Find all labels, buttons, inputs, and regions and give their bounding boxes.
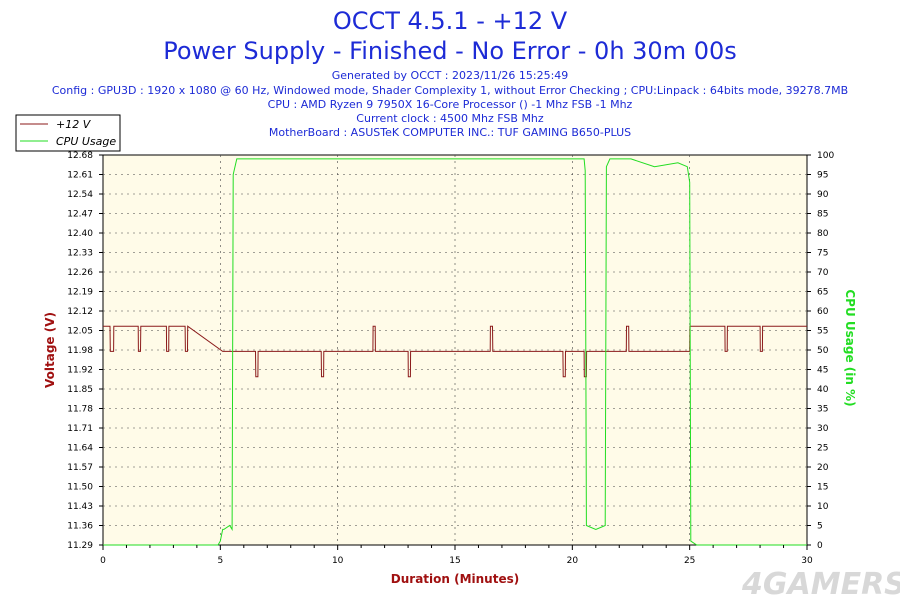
chart-subtitle: Power Supply - Finished - No Error - 0h … <box>163 37 737 65</box>
y-tick-label-right: 75 <box>817 249 828 259</box>
y-tick-label-left: 12.61 <box>67 171 93 181</box>
y-tick-label-right: 25 <box>817 444 828 454</box>
y-tick-label-right: 50 <box>817 346 829 356</box>
y-tick-label-left: 12.05 <box>67 327 93 337</box>
watermark-logo: 4GAMERS <box>741 567 900 600</box>
y-tick-label-right: 95 <box>817 171 828 181</box>
y-tick-label-left: 11.64 <box>67 444 93 454</box>
y-tick-label-right: 5 <box>817 522 823 532</box>
y-tick-label-left: 12.26 <box>67 268 93 278</box>
series-layer <box>103 158 807 546</box>
grid <box>103 155 807 545</box>
y-tick-label-right: 30 <box>817 424 829 434</box>
y-tick-label-right: 60 <box>817 307 829 317</box>
y-tick-label-left: 12.54 <box>67 190 93 200</box>
x-tick-label: 15 <box>449 556 460 566</box>
x-axis-title: Duration (Minutes) <box>391 572 519 586</box>
legend-label-voltage: +12 V <box>56 118 92 131</box>
y-tick-label-right: 20 <box>817 463 829 473</box>
x-tick-label: 0 <box>100 556 106 566</box>
y-tick-label-left: 12.68 <box>67 151 93 161</box>
info-line-generated: Generated by OCCT : 2023/11/26 15:25:49 <box>332 69 569 82</box>
y-tick-label-left: 12.12 <box>67 307 93 317</box>
y-tick-label-right: 15 <box>817 483 828 493</box>
legend: +12 V CPU Usage <box>15 114 121 152</box>
series-line-cpu-usage <box>103 158 807 546</box>
series-line-voltage <box>103 325 807 378</box>
y-tick-label-left: 12.40 <box>67 229 93 239</box>
y-tick-label-right: 35 <box>817 405 828 415</box>
y-tick-label-right: 100 <box>817 151 834 161</box>
y-tick-label-right: 65 <box>817 288 828 298</box>
y-tick-label-right: 55 <box>817 327 828 337</box>
info-line-motherboard: MotherBoard : ASUSTeK COMPUTER INC.: TUF… <box>269 126 631 139</box>
y-tick-label-left: 11.92 <box>67 366 93 376</box>
y-tick-label-right: 85 <box>817 210 828 220</box>
y-tick-label-left: 11.36 <box>67 522 93 532</box>
x-tick-label: 5 <box>217 556 223 566</box>
info-line-cpu: CPU : AMD Ryzen 9 7950X 16-Core Processo… <box>268 98 633 111</box>
legend-box <box>15 114 121 152</box>
y-tick-label-right: 0 <box>817 541 823 551</box>
y-tick-label-left: 11.78 <box>67 405 93 415</box>
y-tick-label-right: 10 <box>817 502 829 512</box>
y-axis-left-title: Voltage (V) <box>43 312 57 388</box>
y-tick-label-left: 11.71 <box>67 424 93 434</box>
y-tick-label-left: 12.33 <box>67 249 93 259</box>
y-tick-label-right: 45 <box>817 366 828 376</box>
info-line-config: Config : GPU3D : 1920 x 1080 @ 60 Hz, Wi… <box>52 84 848 97</box>
y-tick-label-right: 80 <box>817 229 829 239</box>
y-tick-label-left: 11.29 <box>67 541 93 551</box>
x-tick-label: 30 <box>801 556 813 566</box>
y-tick-label-left: 11.43 <box>67 502 93 512</box>
legend-label-cpu: CPU Usage <box>56 135 116 148</box>
info-line-clock: Current clock : 4500 Mhz FSB Mhz <box>356 112 544 125</box>
x-tick-label: 10 <box>332 556 344 566</box>
x-tick-label: 20 <box>567 556 579 566</box>
y-tick-label-left: 11.57 <box>67 463 93 473</box>
y-tick-label-left: 11.85 <box>67 385 93 395</box>
y-tick-label-right: 70 <box>817 268 829 278</box>
y-tick-label-left: 11.50 <box>67 483 93 493</box>
chart-title: OCCT 4.5.1 - +12 V <box>333 7 568 35</box>
y-axis-right-title: CPU Usage (in %) <box>843 289 857 406</box>
y-tick-label-right: 90 <box>817 190 829 200</box>
y-tick-label-right: 40 <box>817 385 829 395</box>
y-tick-label-left: 12.19 <box>67 288 93 298</box>
y-tick-label-left: 12.47 <box>67 210 93 220</box>
x-tick-label: 25 <box>684 556 695 566</box>
y-tick-label-left: 11.98 <box>67 346 93 356</box>
